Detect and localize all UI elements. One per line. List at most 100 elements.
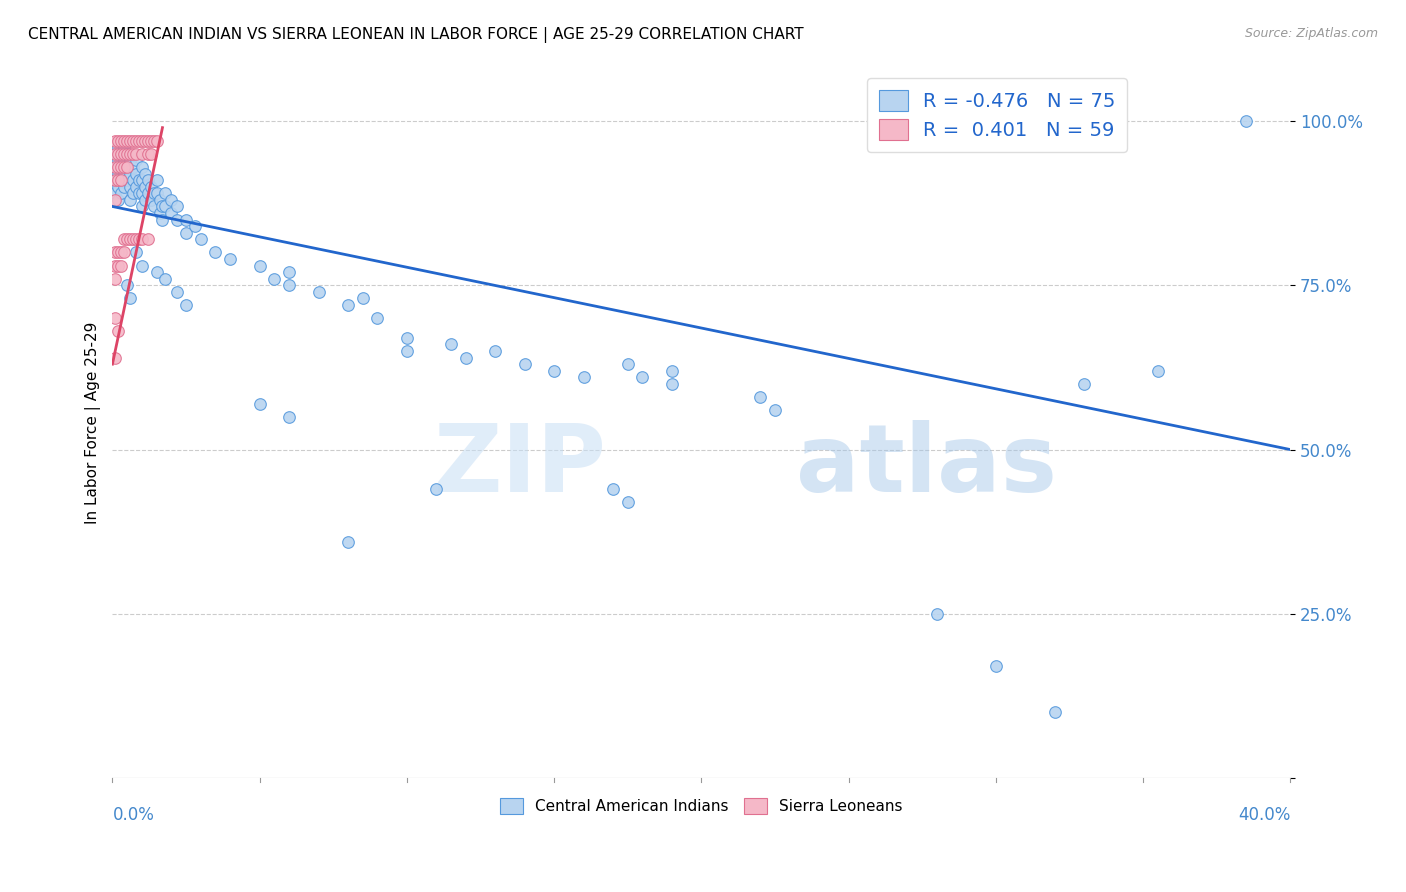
Point — [174, 212, 197, 227]
Point — [134, 134, 156, 148]
Point — [122, 134, 145, 148]
Point — [122, 173, 145, 187]
Point — [107, 324, 129, 338]
Point — [120, 232, 142, 246]
Point — [115, 147, 138, 161]
Text: CENTRAL AMERICAN INDIAN VS SIERRA LEONEAN IN LABOR FORCE | AGE 25-29 CORRELATION: CENTRAL AMERICAN INDIAN VS SIERRA LEONEA… — [28, 27, 804, 43]
Point — [104, 173, 127, 187]
Point — [110, 147, 132, 161]
Point — [139, 179, 162, 194]
Point — [134, 167, 156, 181]
Point — [125, 153, 148, 168]
Point — [155, 199, 177, 213]
Point — [112, 160, 135, 174]
Point — [107, 179, 129, 194]
Point — [112, 153, 135, 168]
Point — [166, 285, 188, 299]
Point — [543, 364, 565, 378]
Point — [110, 134, 132, 148]
Point — [160, 206, 183, 220]
Point — [115, 134, 138, 148]
Point — [174, 226, 197, 240]
Point — [131, 259, 153, 273]
Point — [454, 351, 477, 365]
Point — [661, 364, 683, 378]
Point — [104, 351, 127, 365]
Point — [136, 232, 159, 246]
Point — [142, 199, 165, 213]
Point — [110, 160, 132, 174]
Point — [112, 245, 135, 260]
Point — [145, 173, 167, 187]
Point — [395, 343, 418, 358]
Point — [572, 370, 595, 384]
Point — [145, 265, 167, 279]
Point — [513, 357, 536, 371]
Point — [115, 173, 138, 187]
Point — [631, 370, 654, 384]
Point — [110, 186, 132, 201]
Point — [104, 160, 127, 174]
Point — [128, 186, 150, 201]
Point — [104, 259, 127, 273]
Point — [1234, 114, 1257, 128]
Point — [134, 179, 156, 194]
Point — [136, 173, 159, 187]
Point — [115, 147, 138, 161]
Point — [104, 134, 127, 148]
Point — [112, 134, 135, 148]
Point — [136, 147, 159, 161]
Point — [249, 396, 271, 410]
Point — [128, 173, 150, 187]
Point — [120, 179, 142, 194]
Point — [142, 134, 165, 148]
Text: ZIP: ZIP — [434, 420, 607, 512]
Point — [120, 193, 142, 207]
Point — [190, 232, 212, 246]
Point — [122, 186, 145, 201]
Point — [352, 292, 374, 306]
Point — [107, 173, 129, 187]
Point — [184, 219, 207, 234]
Point — [104, 193, 127, 207]
Point — [112, 140, 135, 154]
Point — [174, 298, 197, 312]
Point — [125, 134, 148, 148]
Point — [104, 147, 127, 161]
Point — [661, 376, 683, 391]
Point — [136, 186, 159, 201]
Point — [142, 186, 165, 201]
Point — [160, 193, 183, 207]
Y-axis label: In Labor Force | Age 25-29: In Labor Force | Age 25-29 — [86, 322, 101, 524]
Point — [104, 311, 127, 326]
Point — [131, 134, 153, 148]
Point — [131, 186, 153, 201]
Point — [145, 186, 167, 201]
Point — [155, 271, 177, 285]
Point — [115, 232, 138, 246]
Point — [104, 173, 127, 187]
Point — [110, 147, 132, 161]
Point — [107, 134, 129, 148]
Point — [128, 134, 150, 148]
Point — [107, 167, 129, 181]
Point — [107, 193, 129, 207]
Point — [278, 265, 301, 279]
Point — [440, 337, 463, 351]
Point — [166, 212, 188, 227]
Point — [395, 331, 418, 345]
Point — [110, 173, 132, 187]
Point — [125, 179, 148, 194]
Point — [107, 140, 129, 154]
Point — [115, 160, 138, 174]
Point — [148, 193, 170, 207]
Point — [112, 147, 135, 161]
Point — [263, 271, 285, 285]
Point — [125, 147, 148, 161]
Point — [115, 278, 138, 293]
Point — [148, 206, 170, 220]
Point — [763, 403, 786, 417]
Point — [115, 160, 138, 174]
Text: 40.0%: 40.0% — [1237, 806, 1291, 824]
Point — [112, 167, 135, 181]
